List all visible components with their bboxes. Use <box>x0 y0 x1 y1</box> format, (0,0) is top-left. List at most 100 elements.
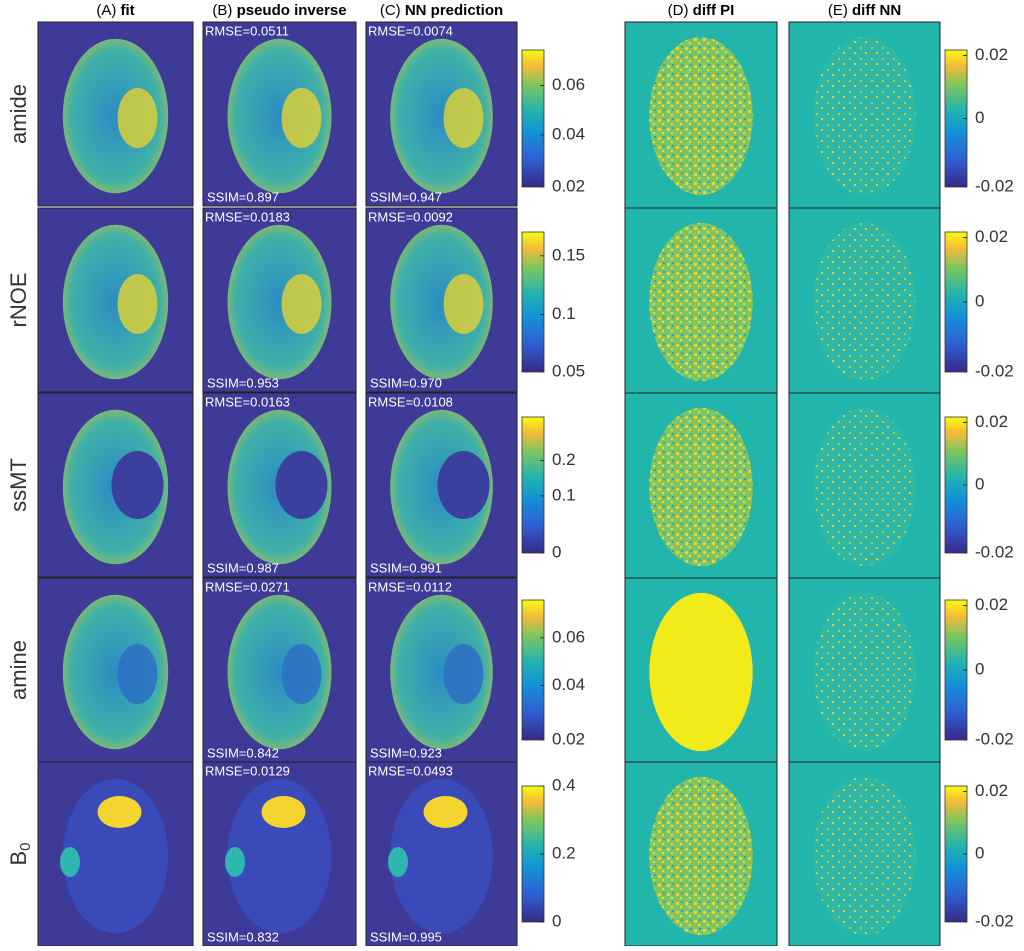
lesion <box>117 88 158 148</box>
diff-brain <box>649 222 753 382</box>
colorbar-tick-label: 0 <box>975 659 984 678</box>
colorbar-tick-label: 0.04 <box>552 124 585 143</box>
column-title: fit <box>121 2 135 19</box>
ssim-label: SSIM=0.842 <box>207 745 279 760</box>
lesion <box>443 88 484 148</box>
brain <box>227 38 332 194</box>
column-header: (D) diff PI <box>668 2 735 19</box>
colorbar-tick-label: 0.4 <box>552 775 576 794</box>
column-title: diff NN <box>852 2 901 19</box>
column-header: (E) diff NN <box>828 2 901 19</box>
colorbar-tick-label: -0.02 <box>975 729 1014 748</box>
colorbar-tick-label: -0.02 <box>975 542 1014 561</box>
colorbar-tick-label: 0.2 <box>552 450 576 469</box>
colorbar-tick-label: 0.2 <box>552 843 576 862</box>
ssim-label: SSIM=0.995 <box>370 929 442 944</box>
colorbar-tick-label: 0.15 <box>552 245 585 264</box>
rmse-label: RMSE=0.0183 <box>205 209 290 224</box>
rmse-label: RMSE=0.0112 <box>368 579 452 594</box>
colorbar-tick-label: 0.06 <box>552 627 585 646</box>
colorbar <box>521 231 545 373</box>
row-label-text: ssMT <box>6 458 31 512</box>
ssim-label: SSIM=0.970 <box>370 375 442 390</box>
colorbar-tick-label: 0 <box>552 911 561 930</box>
row-label: rNOE <box>6 273 31 328</box>
row-label-text: amide <box>6 84 31 144</box>
row-label: ssMT <box>6 458 31 512</box>
diff-brain <box>649 36 753 196</box>
lesion <box>281 88 322 148</box>
brain <box>227 594 332 750</box>
row-label-text: amine <box>6 640 31 700</box>
diff-brain <box>813 776 916 936</box>
rmse-label: RMSE=0.0493 <box>368 763 453 778</box>
colorbar-tick-label: 0.02 <box>552 176 585 195</box>
lesion <box>117 644 158 704</box>
diff-brain <box>813 222 916 382</box>
colorbar-tick-label: 0.02 <box>975 45 1008 64</box>
colorbar <box>521 49 545 188</box>
rmse-label: RMSE=0.0511 <box>205 23 289 38</box>
column-header: (B) pseudo inverse <box>212 2 346 19</box>
colorbar-tick-label: 0 <box>552 542 561 561</box>
ssim-label: SSIM=0.991 <box>370 560 442 575</box>
column-letter: (B) <box>212 2 232 19</box>
hotspot <box>261 796 306 828</box>
brain <box>390 594 493 750</box>
brain <box>227 778 332 934</box>
colorbar-tick-label: 0 <box>975 108 984 127</box>
ssim-label: SSIM=0.947 <box>370 189 442 204</box>
row-label: amide <box>6 84 31 144</box>
rmse-label: RMSE=0.0271 <box>205 579 290 594</box>
colorbar-tick-label: -0.02 <box>975 361 1014 380</box>
brain <box>62 594 169 750</box>
diff-brain <box>649 407 753 567</box>
colorbar-tick-label: 0.1 <box>552 304 576 323</box>
colorbar <box>521 416 545 554</box>
colorbar-tick-label: 0 <box>975 474 984 493</box>
rmse-label: RMSE=0.0108 <box>368 394 453 409</box>
hotspot <box>388 847 408 877</box>
colorbar-tick-label: -0.02 <box>975 176 1014 195</box>
rmse-label: RMSE=0.0163 <box>205 394 290 409</box>
lesion <box>281 644 322 704</box>
lesion <box>443 274 484 334</box>
diff-brain <box>649 592 753 752</box>
lesion <box>117 274 158 334</box>
colorbar-tick-label: 0.02 <box>975 781 1008 800</box>
colorbar-tick-label: 0 <box>975 843 984 862</box>
diff-brain <box>813 36 916 196</box>
lesion <box>281 274 322 334</box>
brain <box>62 38 169 194</box>
colorbar-tick-label: 0.04 <box>552 675 585 694</box>
row-label: B0 <box>6 842 34 865</box>
brain <box>390 38 493 194</box>
column-letter: (A) <box>96 2 116 19</box>
column-title: diff PI <box>693 2 735 19</box>
column-header: (C) NN prediction <box>380 2 503 19</box>
colorbar <box>521 599 545 741</box>
ssim-label: SSIM=0.832 <box>207 929 279 944</box>
colorbar-tick-label: 0.02 <box>975 227 1008 246</box>
lesion <box>111 451 164 519</box>
brain <box>62 224 169 380</box>
diff-brain <box>813 407 916 567</box>
lesion <box>437 451 490 519</box>
brain <box>390 778 493 934</box>
colorbar-tick-label: 0.02 <box>975 412 1008 431</box>
column-letter: (D) <box>668 2 689 19</box>
colorbar-tick-label: 0.05 <box>552 361 585 380</box>
column-letter: (E) <box>828 2 848 19</box>
hotspot <box>97 796 142 828</box>
rmse-label: RMSE=0.0074 <box>368 23 453 38</box>
ssim-label: SSIM=0.897 <box>207 189 279 204</box>
brain <box>62 778 169 934</box>
hotspot <box>60 847 80 877</box>
column-title: pseudo inverse <box>237 2 347 19</box>
colorbar-tick-label: -0.02 <box>975 911 1014 930</box>
brain <box>227 224 332 380</box>
hotspot <box>423 796 468 828</box>
row-label-text: B <box>6 851 31 866</box>
colorbar-tick-label: 0.02 <box>552 729 585 748</box>
